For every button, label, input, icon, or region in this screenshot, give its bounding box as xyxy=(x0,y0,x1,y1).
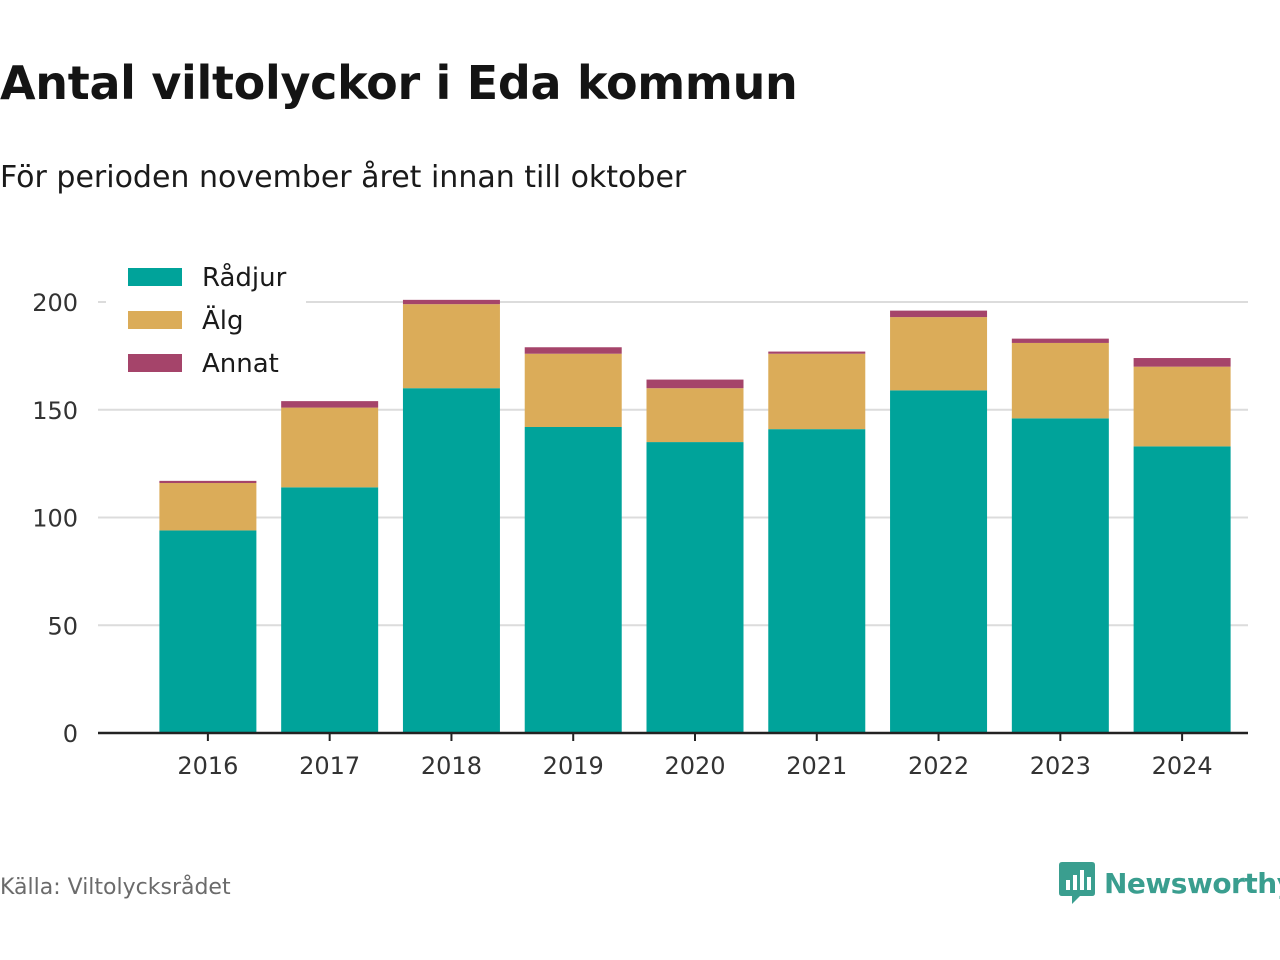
bar-segment xyxy=(646,379,744,389)
x-tick-label: 2016 xyxy=(177,752,238,780)
legend-swatch xyxy=(128,268,182,286)
brand-name: Newsworthy xyxy=(1104,866,1280,900)
x-tick-label: 2020 xyxy=(664,752,725,780)
bar-segment xyxy=(1133,366,1231,447)
x-tick-label: 2018 xyxy=(421,752,482,780)
y-tick-label: 200 xyxy=(32,289,78,317)
brand-logo: Newsworthy xyxy=(1058,860,1280,906)
bar-segment xyxy=(768,353,866,430)
bar-segment xyxy=(402,304,500,389)
x-axis-ticks: 2016 2017 2018 2019 2020 2021 2022 2023 2024 xyxy=(177,733,1213,780)
bar-segment xyxy=(159,530,257,733)
x-tick-label: 2021 xyxy=(786,752,847,780)
bar-segment xyxy=(1011,342,1109,419)
bar-segment xyxy=(1133,358,1231,367)
source-note: Källa: Viltolycksrådet xyxy=(0,875,231,900)
x-tick-label: 2019 xyxy=(543,752,604,780)
bar-segment xyxy=(768,429,866,733)
legend-label: Annat xyxy=(202,349,279,379)
bar-segment xyxy=(159,480,257,484)
bar-segment xyxy=(524,426,622,733)
bar-segment xyxy=(159,483,257,531)
chart-subtitle: För perioden november året innan till ok… xyxy=(0,160,687,195)
bar-segment xyxy=(646,388,744,443)
bar-segment xyxy=(402,388,500,733)
legend-label: Älg xyxy=(202,304,244,336)
bar-segment xyxy=(890,390,988,733)
legend-swatch xyxy=(128,354,182,372)
bar-segment xyxy=(768,351,866,354)
bar-segment xyxy=(281,407,379,488)
bar-segment xyxy=(281,401,379,408)
bar-segment xyxy=(281,487,379,733)
x-tick-label: 2023 xyxy=(1030,752,1091,780)
bar-segment xyxy=(1011,418,1109,733)
y-axis-ticks: 0 50 100 150 200 xyxy=(32,289,78,748)
bar-segment xyxy=(1133,446,1231,733)
newsworthy-logo-icon xyxy=(1059,862,1095,904)
y-tick-label: 50 xyxy=(47,612,78,640)
x-tick-label: 2017 xyxy=(299,752,360,780)
x-tick-label: 2022 xyxy=(908,752,969,780)
x-tick-label: 2024 xyxy=(1152,752,1213,780)
bars xyxy=(159,299,1231,733)
legend-swatch xyxy=(128,311,182,329)
bar-segment xyxy=(890,317,988,391)
y-tick-label: 150 xyxy=(32,397,78,425)
bar-segment xyxy=(890,310,988,318)
bar-segment xyxy=(524,353,622,427)
bar-segment xyxy=(1011,338,1109,343)
bar-segment xyxy=(402,299,500,305)
legend: Rådjur Älg Annat xyxy=(106,252,306,387)
chart-title: Antal viltolyckor i Eda kommun xyxy=(0,56,798,110)
bar-segment xyxy=(646,442,744,733)
bar-segment xyxy=(524,347,622,354)
legend-label: Rådjur xyxy=(202,262,287,293)
y-tick-label: 100 xyxy=(32,505,78,533)
y-tick-label: 0 xyxy=(63,720,78,748)
